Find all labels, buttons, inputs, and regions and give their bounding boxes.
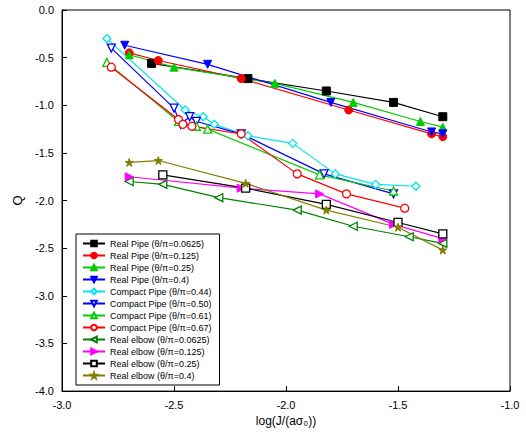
svg-text:-1.0: -1.0 [35, 99, 54, 111]
svg-text:-1.0: -1.0 [501, 399, 520, 411]
svg-text:Compact Pipe (θ/π=0.50): Compact Pipe (θ/π=0.50) [110, 299, 212, 309]
svg-text:-4.0: -4.0 [35, 385, 54, 397]
svg-text:Real Pipe (θ/π=0.4): Real Pipe (θ/π=0.4) [110, 275, 189, 285]
svg-text:Compact Pipe (θ/π=0.67): Compact Pipe (θ/π=0.67) [110, 323, 212, 333]
svg-text:-1.5: -1.5 [389, 399, 408, 411]
svg-text:Real elbow (θ/π=0.25): Real elbow (θ/π=0.25) [110, 359, 200, 369]
svg-text:-1.5: -1.5 [35, 147, 54, 159]
svg-text:Real Pipe (θ/π=0.125): Real Pipe (θ/π=0.125) [110, 251, 199, 261]
svg-text:log(J/(aσ₀)): log(J/(aσ₀)) [256, 414, 316, 428]
svg-text:Real Pipe (θ/π=0.0625): Real Pipe (θ/π=0.0625) [110, 239, 204, 249]
svg-text:-2.5: -2.5 [165, 399, 184, 411]
svg-text:-3.5: -3.5 [35, 337, 54, 349]
svg-text:Real Pipe (θ/π=0.25): Real Pipe (θ/π=0.25) [110, 263, 194, 273]
svg-text:0.0: 0.0 [39, 4, 54, 16]
svg-text:Q: Q [10, 195, 25, 205]
svg-text:-3.0: -3.0 [35, 290, 54, 302]
svg-text:-2.0: -2.0 [277, 399, 296, 411]
svg-text:-0.5: -0.5 [35, 52, 54, 64]
svg-text:Real elbow (θ/π=0.125): Real elbow (θ/π=0.125) [110, 347, 205, 357]
svg-text:-3.0: -3.0 [53, 399, 72, 411]
svg-text:Real elbow (θ/π=0.4): Real elbow (θ/π=0.4) [110, 371, 195, 381]
svg-text:-2.0: -2.0 [35, 195, 54, 207]
svg-text:Compact Pipe (θ/π=0.44): Compact Pipe (θ/π=0.44) [110, 287, 212, 297]
svg-text:Real elbow (θ/π=0.0625): Real elbow (θ/π=0.0625) [110, 335, 210, 345]
svg-text:-2.5: -2.5 [35, 242, 54, 254]
svg-text:Compact Pipe (θ/π=0.61): Compact Pipe (θ/π=0.61) [110, 311, 212, 321]
